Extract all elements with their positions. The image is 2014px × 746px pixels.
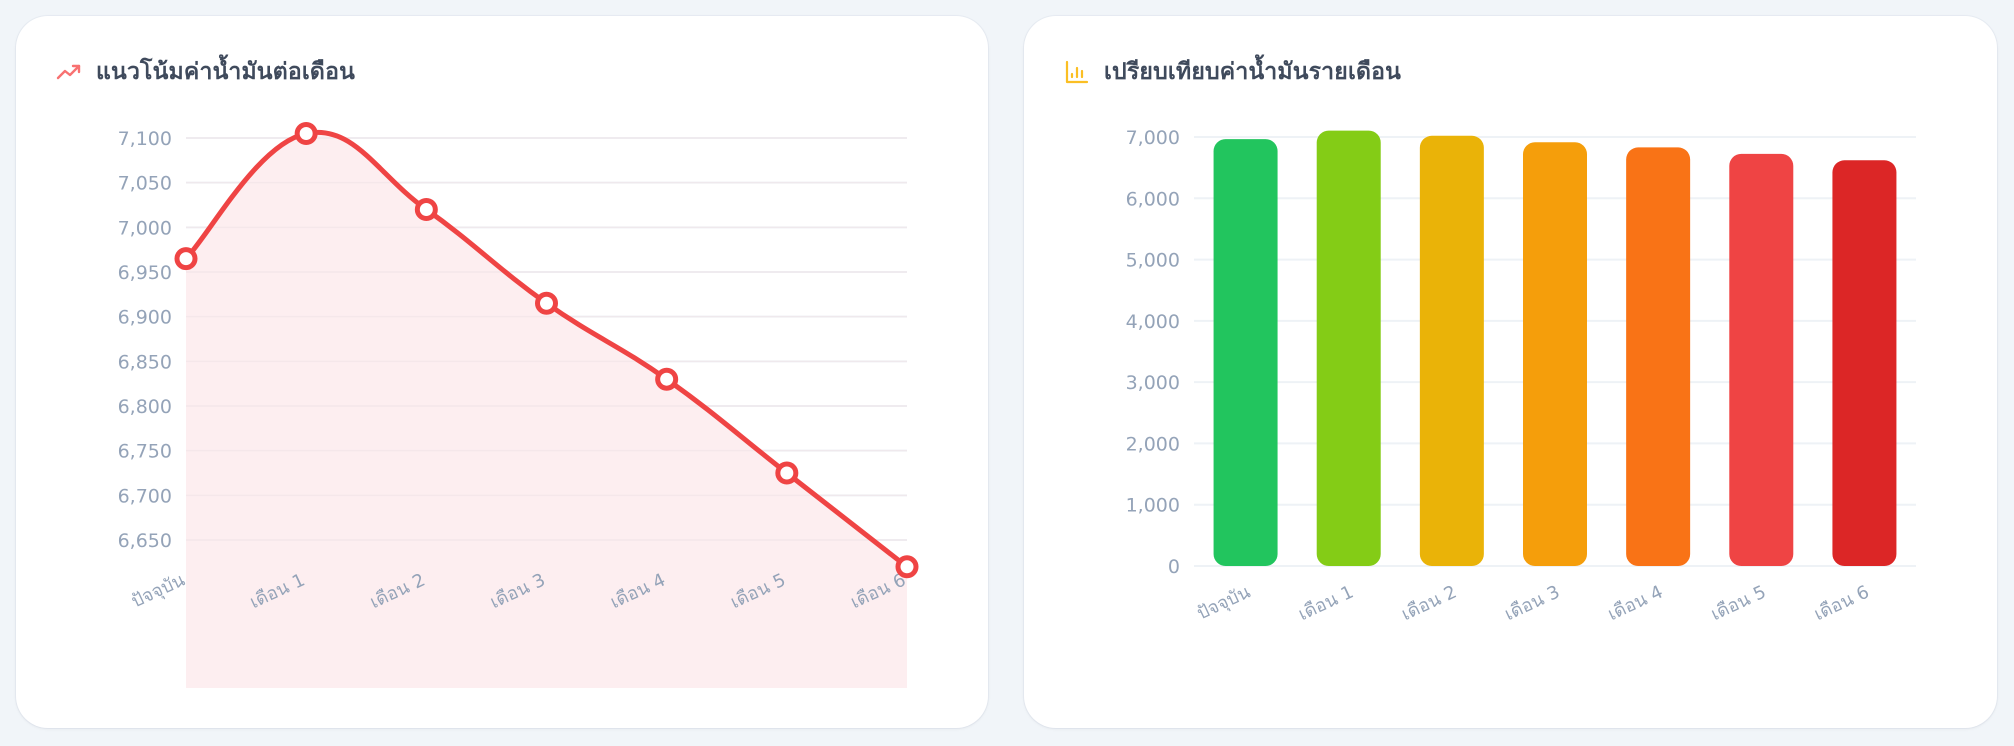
fuel-trend-card: 7,100 7,050 7,000 6,950 6,900 6,850 6,800 6,750… [16, 16, 988, 728]
y-tick-label: 6,650 [118, 530, 172, 552]
y-tick-label: 6,900 [118, 307, 172, 329]
bar[interactable] [1316, 130, 1381, 566]
x-tick-label: เดือน 5 [1708, 581, 1770, 625]
fuel-comparison-title: เปรียบเทียบค่าน้ำมันรายเดือน [1104, 59, 1402, 85]
data-point[interactable] [174, 247, 198, 271]
y-tick-label: 6,750 [118, 441, 172, 463]
y-tick-label: 7,100 [118, 128, 172, 150]
bar-chart-icon [1064, 59, 1090, 85]
fuel-trend-title: แนวโน้มค่าน้ำมันต่อเดือน [96, 59, 356, 85]
y-tick-label: 6,950 [118, 262, 172, 284]
y-tick-label: 0 [1168, 556, 1180, 578]
y-tick-label: 2,000 [1126, 433, 1180, 455]
bar[interactable] [1832, 160, 1897, 566]
bar[interactable] [1523, 142, 1587, 566]
bar[interactable] [1626, 147, 1691, 566]
y-tick-label: 3,000 [1126, 372, 1180, 394]
area-fill [186, 132, 907, 688]
bar[interactable] [1213, 139, 1278, 566]
data-point[interactable] [895, 555, 919, 579]
data-point[interactable] [775, 461, 799, 485]
fuel-trend-chart: 7,100 7,050 7,000 6,950 6,900 6,850 6,800 6,750… [118, 122, 919, 688]
x-tick-label: เดือน 1 [1295, 581, 1357, 625]
fuel-comparison-chart: 7,000 6,000 5,000 4,000 3,000 2,000 1,000 0 ปัจจ… [1126, 127, 1916, 625]
x-tick-label: เดือน 6 [1811, 581, 1873, 625]
y-tick-label: 6,700 [118, 485, 172, 507]
x-tick-label: เดือน 3 [1502, 581, 1564, 625]
y-tick-label: 7,000 [1126, 127, 1180, 149]
y-tick-label: 7,050 [118, 173, 172, 195]
data-point[interactable] [655, 367, 679, 391]
data-point[interactable] [294, 122, 318, 146]
y-tick-label: 4,000 [1126, 311, 1180, 333]
y-tick-label: 6,850 [118, 351, 172, 373]
y-tick-label: 6,000 [1126, 188, 1180, 210]
bar[interactable] [1729, 153, 1794, 566]
y-tick-label: 6,800 [118, 396, 172, 418]
x-tick-label: เดือน 2 [1398, 581, 1460, 625]
trending-up-icon [56, 59, 82, 85]
fuel-comparison-card: 7,000 6,000 5,000 4,000 3,000 2,000 1,000 0 ปัจจ… [1024, 16, 1997, 728]
y-tick-label: 1,000 [1126, 495, 1180, 517]
fuel-trend-header: แนวโน้มค่าน้ำมันต่อเดือน [56, 52, 355, 92]
fuel-comparison-header: เปรียบเทียบค่าน้ำมันรายเดือน [1064, 52, 1401, 92]
x-tick-label: เดือน 4 [1605, 581, 1667, 625]
data-point[interactable] [535, 291, 558, 315]
bar[interactable] [1419, 135, 1484, 566]
y-tick-label: 7,000 [118, 217, 172, 239]
y-tick-label: 5,000 [1126, 250, 1180, 272]
data-point[interactable] [414, 197, 438, 221]
x-tick-label: ปัจจุบัน [128, 569, 188, 612]
x-tick-label: ปัจจุบัน [1194, 581, 1254, 624]
